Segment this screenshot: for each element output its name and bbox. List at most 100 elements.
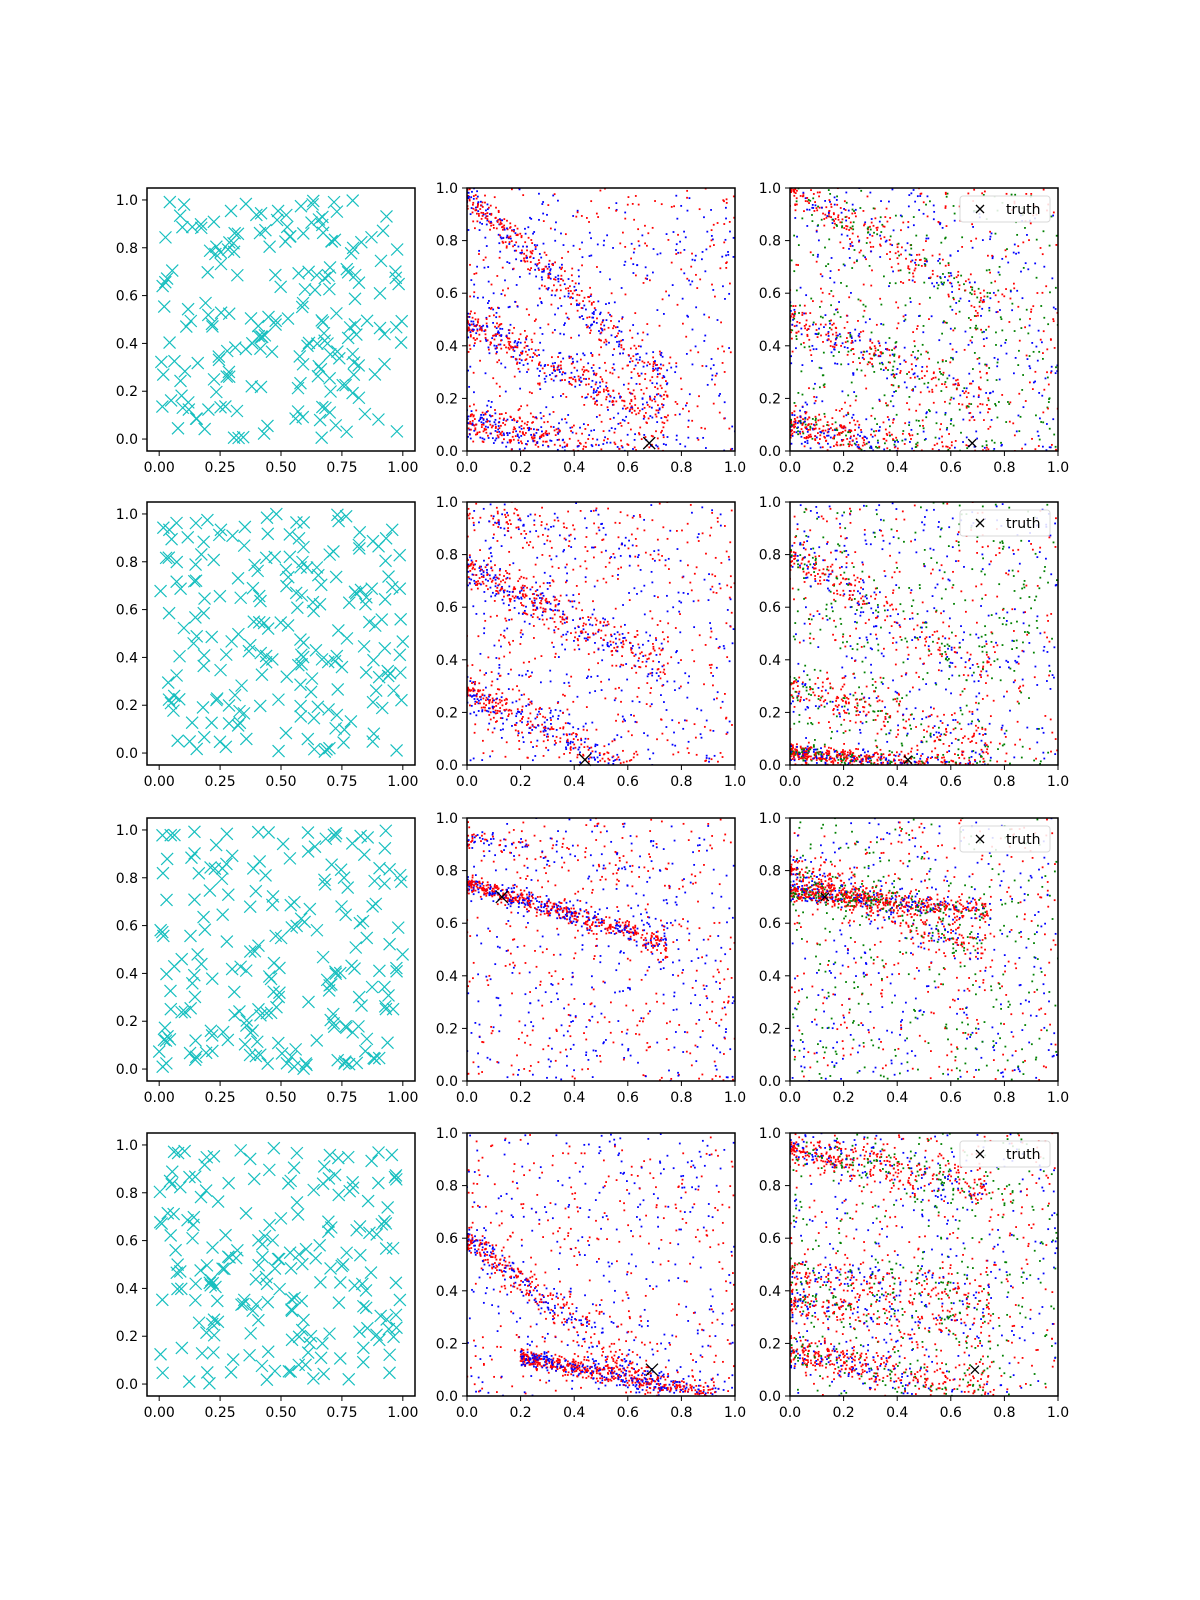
sample-point [716, 691, 719, 694]
sample-point [701, 258, 703, 261]
sample-point [577, 644, 580, 647]
sample-point [1038, 350, 1041, 353]
sample-point [853, 249, 856, 251]
sample-point [626, 514, 629, 517]
sample-point [597, 387, 599, 389]
sample-point [492, 292, 495, 295]
sample-point [589, 616, 592, 619]
sample-point [544, 380, 547, 383]
sample-point [1025, 193, 1028, 195]
sample-point [982, 338, 985, 341]
sample-point [601, 378, 603, 381]
sample-point [687, 426, 690, 428]
sample-point [609, 640, 612, 643]
sample-point [837, 218, 840, 221]
sample-point [499, 633, 502, 636]
sample-point [599, 313, 601, 316]
sample-point [678, 687, 681, 690]
sample-point [837, 216, 839, 219]
sample-point [643, 434, 646, 436]
sample-point [800, 370, 803, 373]
sample-point [678, 721, 680, 724]
sample-point [590, 395, 593, 398]
sample-point [505, 236, 508, 239]
uniform-x-point [387, 684, 401, 698]
sample-point [838, 432, 840, 435]
sample-point [790, 442, 793, 445]
sample-point [941, 383, 943, 385]
sample-point [484, 539, 487, 542]
sample-point [555, 428, 558, 431]
uniform-x-point [163, 195, 177, 209]
sample-point [630, 392, 632, 395]
sample-point [557, 427, 560, 430]
sample-point [894, 440, 896, 443]
sample-point [645, 665, 647, 668]
sample-point [852, 372, 854, 375]
sample-point [847, 394, 850, 397]
sample-point [602, 617, 605, 620]
sample-point [674, 744, 677, 747]
sample-point [910, 244, 913, 246]
sample-point [564, 566, 567, 569]
sample-point [585, 378, 587, 380]
sample-point [822, 351, 825, 354]
sample-point [851, 341, 854, 344]
sample-point [585, 706, 588, 708]
sample-point [858, 239, 861, 242]
sample-point [553, 512, 556, 515]
sample-point [929, 200, 931, 203]
sample-point [536, 304, 539, 307]
sample-point [643, 613, 646, 616]
sample-point [504, 241, 507, 244]
sample-point [955, 312, 957, 315]
sample-point [888, 337, 891, 339]
sample-point [632, 272, 635, 274]
sample-point [973, 290, 976, 293]
sample-point [878, 362, 881, 365]
sample-point [839, 316, 842, 318]
sample-point [889, 235, 892, 238]
sample-point [498, 421, 501, 423]
sample-point [791, 329, 794, 332]
sample-point [496, 678, 499, 681]
sample-point [513, 228, 515, 231]
sample-point [820, 206, 823, 209]
sample-point [1043, 265, 1046, 268]
sample-point [554, 434, 557, 437]
sample-point [616, 446, 619, 448]
sample-point [607, 752, 610, 754]
sample-point [807, 198, 810, 201]
uniform-x-point [327, 545, 340, 558]
sample-point [925, 350, 928, 353]
sample-point [649, 672, 652, 675]
sample-point [564, 581, 567, 584]
sample-point [806, 430, 809, 433]
sample-point [600, 331, 603, 334]
sample-point [858, 357, 860, 360]
sample-point [814, 415, 817, 418]
sample-point [589, 332, 592, 334]
sample-point [731, 724, 733, 726]
sample-point [690, 265, 693, 268]
legend-marker [975, 204, 985, 214]
sample-point [485, 420, 488, 423]
sample-point [662, 404, 665, 406]
sample-point [818, 386, 821, 389]
sample-point [726, 656, 729, 659]
sample-point [892, 438, 894, 441]
sample-point [543, 571, 546, 574]
sample-point [611, 372, 614, 375]
uniform-x-point [297, 636, 310, 650]
sample-point [562, 357, 565, 360]
sample-point [670, 656, 673, 659]
sample-point [531, 602, 534, 604]
sample-point [814, 419, 817, 422]
sample-point [592, 370, 595, 372]
sample-point [632, 324, 635, 326]
sample-point [468, 517, 471, 520]
sample-point [576, 695, 579, 698]
sample-point [547, 287, 550, 289]
points-layer [154, 194, 409, 445]
uniform-x-point [205, 317, 219, 331]
